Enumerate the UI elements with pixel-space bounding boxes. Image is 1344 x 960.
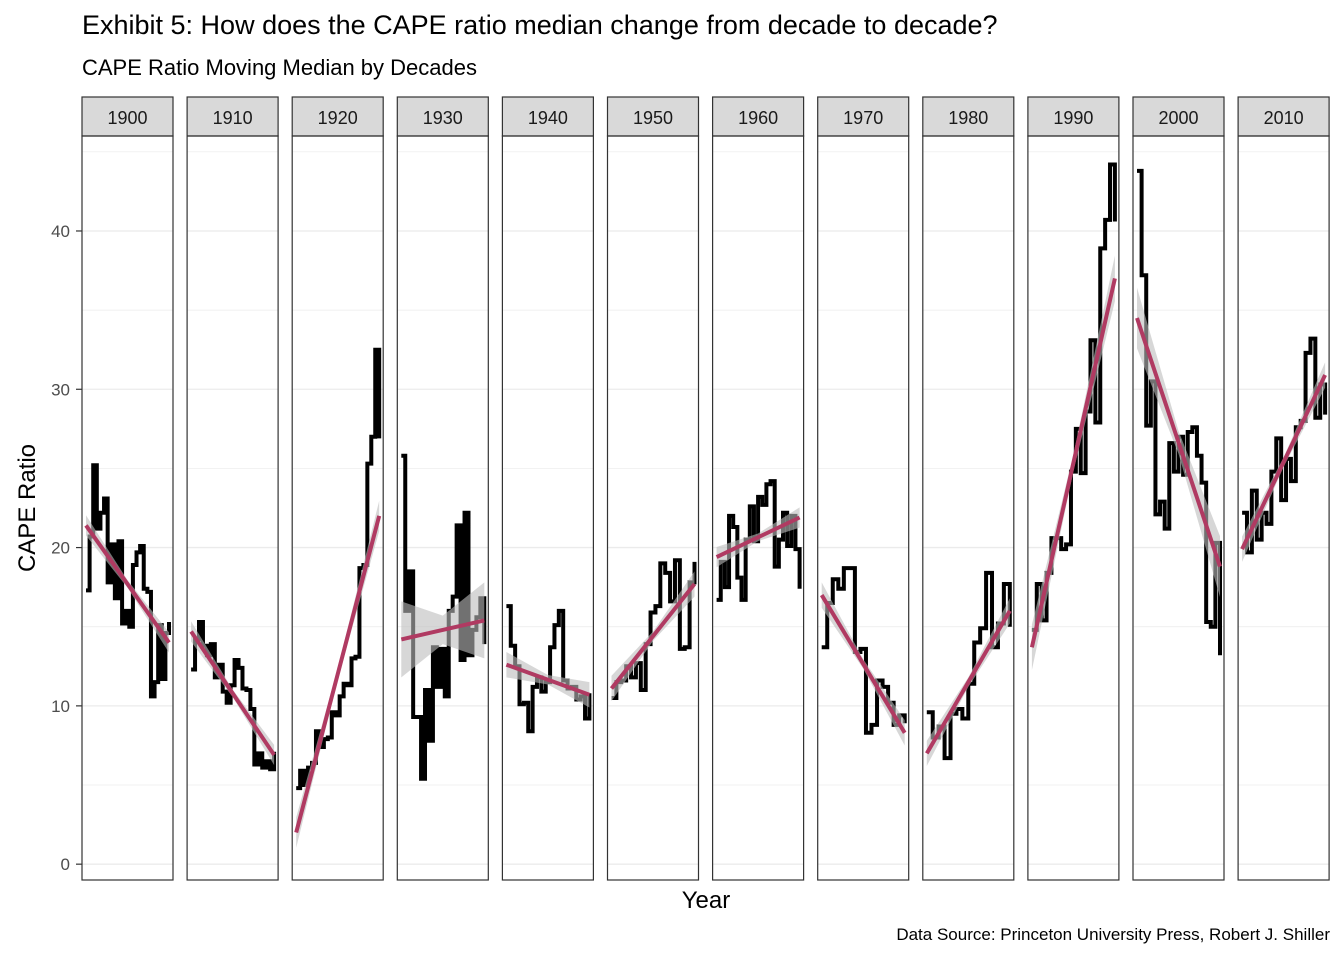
facet-strip-label: 1940 [528,108,568,128]
facet-strip-label: 2000 [1158,108,1198,128]
facet-strip [1237,96,1330,137]
panel-border [186,135,279,881]
facet-panel-1990: 1990 [1027,96,1120,881]
y-axis: 0 10 20 30 40 [51,222,82,874]
facet-strip-label: 1920 [318,108,358,128]
facet-panel-1980: 1980 [922,96,1015,881]
y-tick-label: 10 [51,697,70,716]
y-tick-label: 40 [51,222,70,241]
median-step-line [191,619,277,772]
data-source-caption: Data Source: Princeton University Press,… [896,925,1330,944]
panel-border [81,135,174,881]
facet-strip-label: 1910 [213,108,253,128]
facet-strip-label: 1980 [948,108,988,128]
trend-line [715,515,801,559]
facet-strip [922,96,1015,137]
panel-border [1237,135,1330,881]
trend-line [819,594,907,734]
facet-strip [1132,96,1225,137]
facet-strip-label: 2010 [1264,108,1304,128]
facet-strip [291,96,384,137]
panel-border [501,135,594,881]
trend-line [1240,374,1327,551]
facet-strip [186,96,279,137]
facet-panel-2010: 2010 [1237,96,1330,881]
trend-line [84,524,171,644]
facet-strip [501,96,594,137]
y-tick-label: 0 [61,855,70,874]
trend-line [505,662,591,697]
chart-title: Exhibit 5: How does the CAPE ratio media… [82,10,998,40]
trend-line [1029,278,1117,648]
facet-strip [396,96,489,137]
y-axis-title: CAPE Ratio [14,444,41,572]
facet-strip [606,96,700,137]
trend-line [294,515,382,834]
panel-border [922,135,1015,881]
facet-panel-1940: 1940 [501,96,594,881]
facet-panel-2000: 2000 [1132,96,1225,881]
chart-subtitle: CAPE Ratio Moving Median by Decades [82,55,477,80]
x-axis-title: Year [682,887,731,914]
trend-line [609,582,697,690]
facet-panel-1910: 1910 [186,96,279,881]
facet-panel-1950: 1950 [606,96,700,881]
facet-panel-1960: 1960 [711,96,805,881]
median-step-line [1031,162,1117,632]
panel-border [817,135,910,881]
facet-panel-1900: 1900 [81,96,174,881]
trend-line [1135,317,1222,568]
facet-strip [711,96,805,137]
trend-line [400,618,485,642]
panel-border [291,135,384,881]
y-tick-label: 30 [51,380,70,399]
panel-border [1027,135,1120,881]
panel-border [606,135,700,881]
facet-strip-label: 1930 [423,108,463,128]
facet-panel-1920: 1920 [291,96,384,881]
facet-strip-label: 1990 [1053,108,1093,128]
facet-panel-1930: 1930 [396,96,489,881]
panel-border [1132,135,1225,881]
facet-strip [81,96,174,137]
median-step-line [1137,168,1222,656]
facet-strip-label: 1970 [843,108,883,128]
trend-line [925,609,1012,755]
facet-strip-label: 1950 [633,108,673,128]
median-step-line [86,463,171,699]
facet-strip [1027,96,1120,137]
facet-panels: 1900 1910 1920 1930 1940 1950 1960 1970 1980 1990… [81,96,1330,881]
facet-strip-label: 1960 [738,108,778,128]
panel-border [711,135,805,881]
panel-border [396,135,489,881]
y-tick-label: 20 [51,539,70,558]
facet-strip-label: 1900 [107,108,147,128]
facet-panel-1970: 1970 [817,96,910,881]
trend-line [189,630,276,757]
